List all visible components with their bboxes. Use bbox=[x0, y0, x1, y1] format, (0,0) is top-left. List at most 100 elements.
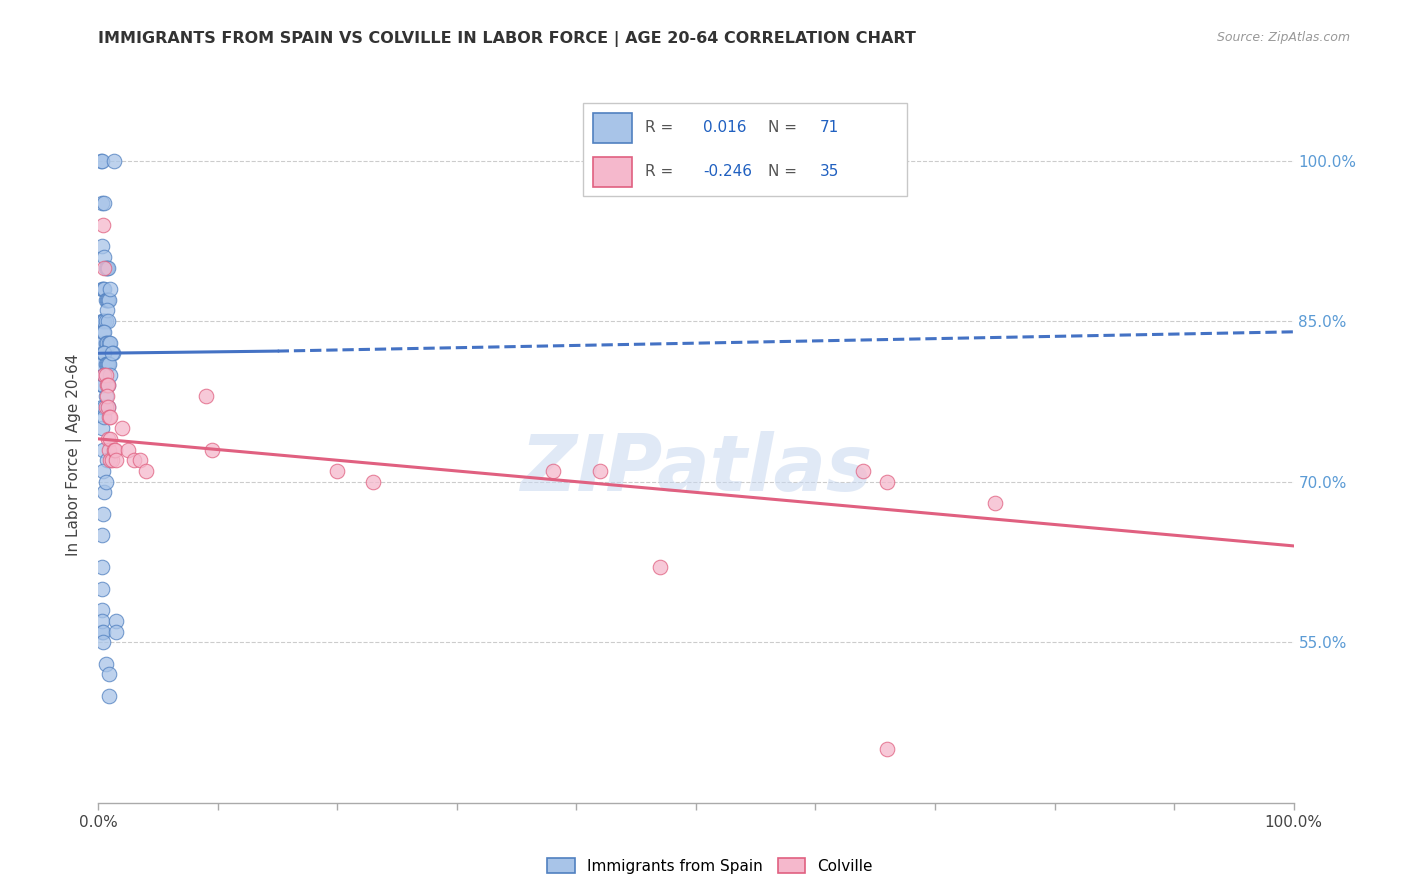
Point bbox=[94, 657, 117, 671]
Text: R =: R = bbox=[645, 120, 678, 136]
Point bbox=[91, 442, 114, 457]
Point bbox=[105, 453, 128, 467]
Point bbox=[94, 475, 117, 489]
FancyBboxPatch shape bbox=[593, 113, 633, 143]
Point bbox=[93, 368, 115, 382]
Point bbox=[96, 357, 118, 371]
Point bbox=[97, 378, 120, 392]
Point bbox=[91, 346, 114, 360]
Point bbox=[97, 432, 120, 446]
Point bbox=[96, 303, 118, 318]
Text: N =: N = bbox=[768, 120, 801, 136]
Point bbox=[93, 400, 115, 414]
Point bbox=[91, 282, 114, 296]
Point bbox=[93, 282, 115, 296]
Point bbox=[98, 442, 121, 457]
Point bbox=[93, 325, 115, 339]
Point bbox=[91, 421, 114, 435]
Point bbox=[91, 357, 114, 371]
Point bbox=[105, 614, 128, 628]
Point bbox=[96, 378, 118, 392]
Point bbox=[194, 389, 218, 403]
Point bbox=[876, 475, 898, 489]
Point bbox=[94, 260, 117, 275]
Point bbox=[876, 742, 898, 756]
Text: 71: 71 bbox=[820, 120, 839, 136]
Point bbox=[98, 453, 122, 467]
Point bbox=[98, 282, 122, 296]
Point bbox=[94, 400, 117, 414]
Point bbox=[91, 528, 114, 542]
Point bbox=[94, 357, 117, 371]
Point bbox=[97, 400, 120, 414]
FancyBboxPatch shape bbox=[593, 157, 633, 187]
Point bbox=[97, 357, 120, 371]
Point bbox=[91, 314, 114, 328]
Point bbox=[97, 314, 120, 328]
Point bbox=[105, 624, 128, 639]
Point bbox=[101, 346, 124, 360]
Point bbox=[589, 464, 612, 478]
Point bbox=[91, 239, 114, 253]
Text: 35: 35 bbox=[820, 164, 839, 179]
Point bbox=[984, 496, 1007, 510]
Point bbox=[96, 260, 118, 275]
Point bbox=[94, 314, 117, 328]
Point bbox=[94, 368, 117, 382]
Point bbox=[91, 624, 114, 639]
Point bbox=[91, 507, 114, 521]
Point bbox=[91, 378, 114, 392]
Point bbox=[93, 485, 115, 500]
Point bbox=[98, 357, 121, 371]
FancyBboxPatch shape bbox=[583, 103, 907, 196]
Point bbox=[91, 560, 114, 574]
Text: ZIPatlas: ZIPatlas bbox=[520, 431, 872, 507]
Point bbox=[91, 196, 114, 211]
Point bbox=[326, 464, 349, 478]
Point bbox=[91, 582, 114, 596]
Point bbox=[96, 389, 118, 403]
Legend: Immigrants from Spain, Colville: Immigrants from Spain, Colville bbox=[541, 852, 879, 880]
Point bbox=[97, 378, 120, 392]
Point bbox=[96, 293, 118, 307]
Point bbox=[97, 400, 120, 414]
Point bbox=[100, 453, 122, 467]
Point bbox=[124, 453, 146, 467]
Text: -0.246: -0.246 bbox=[703, 164, 752, 179]
Point bbox=[91, 635, 114, 649]
Text: IMMIGRANTS FROM SPAIN VS COLVILLE IN LABOR FORCE | AGE 20-64 CORRELATION CHART: IMMIGRANTS FROM SPAIN VS COLVILLE IN LAB… bbox=[98, 31, 917, 47]
Point bbox=[91, 400, 114, 414]
Point bbox=[98, 410, 122, 425]
Text: Source: ZipAtlas.com: Source: ZipAtlas.com bbox=[1216, 31, 1350, 45]
Point bbox=[91, 603, 114, 617]
Point bbox=[98, 293, 121, 307]
Point bbox=[98, 667, 121, 681]
Point bbox=[91, 464, 114, 478]
Point bbox=[93, 346, 115, 360]
Y-axis label: In Labor Force | Age 20-64: In Labor Force | Age 20-64 bbox=[66, 354, 83, 556]
Point bbox=[135, 464, 157, 478]
Point bbox=[93, 260, 115, 275]
Point bbox=[97, 260, 120, 275]
Point bbox=[648, 560, 672, 574]
Point bbox=[100, 346, 122, 360]
Point bbox=[91, 614, 114, 628]
Point bbox=[91, 153, 114, 168]
Point bbox=[129, 453, 152, 467]
Point bbox=[91, 218, 114, 232]
Point bbox=[91, 325, 114, 339]
Point bbox=[111, 421, 134, 435]
Point bbox=[98, 335, 122, 350]
Point bbox=[98, 335, 121, 350]
Point bbox=[103, 442, 125, 457]
Point bbox=[98, 368, 122, 382]
Point bbox=[97, 293, 120, 307]
Point bbox=[93, 314, 115, 328]
Point bbox=[91, 282, 114, 296]
Text: 0.016: 0.016 bbox=[703, 120, 747, 136]
Point bbox=[852, 464, 875, 478]
Point bbox=[94, 293, 117, 307]
Point bbox=[91, 335, 114, 350]
Point bbox=[363, 475, 385, 489]
Point bbox=[541, 464, 564, 478]
